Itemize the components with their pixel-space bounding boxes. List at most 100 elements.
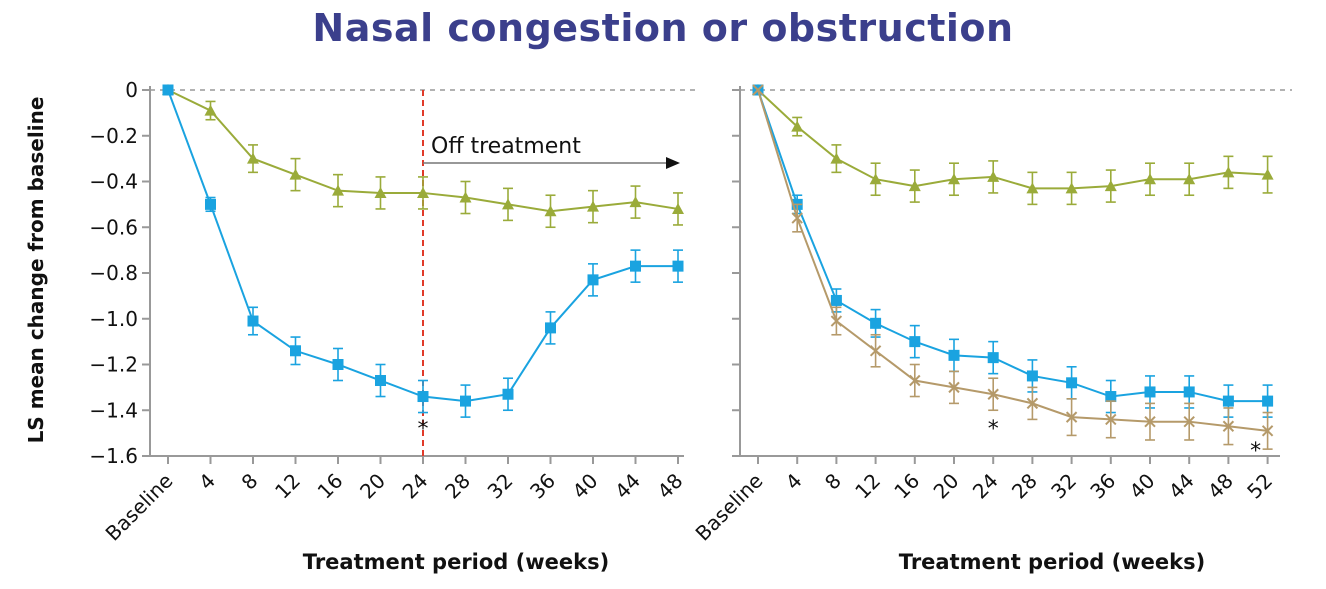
x-tick-label: 12 xyxy=(270,469,305,504)
cross-stroke xyxy=(1222,420,1235,432)
data-point-square xyxy=(1144,386,1156,398)
x-tick-label: 28 xyxy=(1007,469,1042,504)
x-tick-label: 16 xyxy=(889,469,924,504)
data-point-triangle xyxy=(1261,168,1274,180)
data-point-cross xyxy=(830,315,843,327)
data-point-cross xyxy=(869,345,882,357)
data-point-triangle xyxy=(417,186,429,198)
cross-stroke xyxy=(869,345,882,357)
data-point-triangle xyxy=(869,173,882,185)
data-point-triangle xyxy=(948,173,960,185)
data-point-cross xyxy=(1144,415,1156,428)
data-point-cross xyxy=(1105,413,1117,426)
data-point-triangle xyxy=(587,200,599,212)
y-tick-label: −1.6 xyxy=(89,444,138,468)
data-point-triangle xyxy=(830,152,843,164)
data-point-square xyxy=(247,315,259,327)
data-point-cross xyxy=(987,388,999,400)
data-point-cross xyxy=(1065,411,1078,423)
data-point-square xyxy=(162,84,174,96)
y-tick-label: −0.2 xyxy=(89,124,138,148)
x-tick-label: 48 xyxy=(653,469,688,504)
data-point-square xyxy=(1222,395,1234,407)
x-tick-label: Baseline xyxy=(101,469,178,546)
data-point-square xyxy=(672,260,684,272)
data-point-square xyxy=(948,349,960,361)
cross-stroke xyxy=(948,381,960,394)
y-tick-label: −1.0 xyxy=(89,307,138,331)
data-point-square xyxy=(1066,377,1078,389)
data-point-square xyxy=(417,391,429,403)
chart-title: Nasal congestion or obstruction xyxy=(312,6,1014,50)
x-tick-label: 40 xyxy=(568,469,603,504)
data-point-triangle xyxy=(1144,173,1156,185)
data-point-square xyxy=(290,345,301,357)
y-tick-label: −1.2 xyxy=(89,353,138,377)
data-point-triangle xyxy=(987,170,1000,182)
x-tick-label: 48 xyxy=(1203,469,1238,504)
x-tick-label: 44 xyxy=(1164,469,1199,504)
data-point-triangle xyxy=(1026,182,1039,194)
data-point-cross xyxy=(791,212,803,224)
data-point-triangle xyxy=(1065,182,1078,194)
data-point-square xyxy=(1105,391,1117,403)
x-tick-label: 32 xyxy=(1046,469,1081,504)
data-point-square xyxy=(587,274,599,286)
data-point-triangle xyxy=(629,196,642,208)
series-line xyxy=(757,89,1268,403)
data-point-triangle xyxy=(289,168,302,180)
data-point-triangle xyxy=(1104,180,1117,192)
data-point-triangle xyxy=(332,184,344,196)
y-tick-label: 0 xyxy=(125,78,138,102)
x-tick-label: 36 xyxy=(525,469,560,504)
cross-stroke xyxy=(987,388,999,400)
significance-asterisk: * xyxy=(988,417,999,442)
x-axis-label: Treatment period (weeks) xyxy=(303,550,609,574)
data-point-square xyxy=(460,395,471,407)
significance-asterisk: * xyxy=(1250,439,1261,464)
data-point-square xyxy=(830,294,842,306)
x-tick-label: 28 xyxy=(440,469,475,504)
cross-stroke xyxy=(1105,413,1117,426)
x-tick-label: 16 xyxy=(313,469,348,504)
data-point-triangle xyxy=(374,186,387,198)
cross-stroke xyxy=(909,374,921,387)
x-tick-label: 24 xyxy=(968,469,1003,504)
data-point-triangle xyxy=(502,198,514,210)
data-point-square xyxy=(1026,370,1038,382)
data-point-square xyxy=(1262,395,1274,407)
cross-stroke xyxy=(1065,411,1078,423)
x-tick-label: 40 xyxy=(1125,469,1160,504)
y-tick-label: −0.6 xyxy=(89,215,138,239)
data-point-cross xyxy=(1183,415,1195,428)
cross-stroke xyxy=(752,84,764,96)
y-tick-label: −1.4 xyxy=(89,398,138,422)
x-axis-label: Treatment period (weeks) xyxy=(899,550,1205,574)
x-tick-label: 32 xyxy=(483,469,518,504)
data-point-square xyxy=(870,317,882,329)
y-tick-label: −0.4 xyxy=(89,170,138,194)
y-tick-label: −0.8 xyxy=(89,261,138,285)
significance-asterisk: * xyxy=(418,417,429,442)
data-point-triangle xyxy=(908,180,921,192)
data-point-cross xyxy=(909,374,921,387)
cross-stroke xyxy=(1144,415,1156,428)
data-point-triangle xyxy=(1183,173,1196,185)
data-point-square xyxy=(502,388,514,400)
data-point-square xyxy=(1183,386,1195,398)
x-tick-label: 44 xyxy=(610,469,645,504)
data-point-cross xyxy=(1026,397,1039,410)
off-treatment-label: Off treatment xyxy=(431,134,581,159)
data-point-triangle xyxy=(459,191,472,203)
x-tick-label: 8 xyxy=(820,469,846,495)
data-point-square xyxy=(332,359,344,370)
data-point-square xyxy=(630,260,641,272)
data-point-triangle xyxy=(1222,166,1235,178)
data-point-cross xyxy=(1222,420,1235,432)
data-point-square xyxy=(987,352,999,364)
right-panel: Baseline 4 8 12 16 20 24 28 32 36 40 44 48 52Treatmen… xyxy=(691,84,1292,574)
data-point-triangle xyxy=(204,104,217,116)
data-point-cross xyxy=(1261,425,1274,437)
data-point-triangle xyxy=(672,202,684,214)
